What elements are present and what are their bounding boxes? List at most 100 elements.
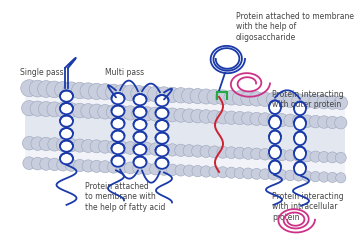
Circle shape (325, 96, 339, 109)
Text: Protein attached
to membrane with
the help of fatty acid: Protein attached to membrane with the he… (85, 182, 165, 212)
Circle shape (65, 138, 78, 152)
Ellipse shape (112, 118, 125, 129)
Text: Multi pass: Multi pass (105, 68, 144, 77)
Circle shape (131, 85, 147, 101)
Circle shape (267, 113, 280, 126)
Ellipse shape (156, 95, 168, 106)
Circle shape (131, 106, 146, 120)
Circle shape (192, 165, 203, 177)
Circle shape (80, 83, 96, 99)
Circle shape (107, 161, 120, 173)
Circle shape (124, 142, 136, 154)
Circle shape (249, 92, 264, 106)
Circle shape (55, 102, 70, 117)
Polygon shape (25, 88, 345, 178)
Circle shape (141, 163, 153, 175)
Circle shape (260, 169, 270, 180)
Circle shape (166, 108, 179, 122)
Ellipse shape (134, 119, 147, 130)
Circle shape (72, 82, 88, 99)
Circle shape (198, 89, 213, 104)
Ellipse shape (269, 101, 281, 114)
Circle shape (283, 93, 297, 108)
Circle shape (309, 115, 322, 128)
Circle shape (276, 149, 288, 161)
Ellipse shape (134, 107, 147, 118)
Circle shape (317, 95, 331, 109)
Text: Protein interacting
with outer protein: Protein interacting with outer protein (272, 90, 344, 109)
Circle shape (209, 166, 220, 178)
Circle shape (183, 109, 196, 123)
Circle shape (149, 107, 163, 121)
Circle shape (158, 143, 170, 156)
Circle shape (114, 105, 129, 120)
Circle shape (183, 144, 195, 157)
Ellipse shape (112, 93, 125, 104)
Circle shape (21, 80, 38, 97)
Circle shape (192, 145, 204, 157)
Circle shape (275, 93, 289, 107)
Circle shape (327, 172, 338, 183)
Circle shape (241, 91, 256, 106)
Ellipse shape (112, 106, 125, 117)
Ellipse shape (60, 90, 73, 102)
Circle shape (268, 169, 279, 180)
Circle shape (175, 165, 186, 176)
Circle shape (232, 91, 247, 105)
Circle shape (90, 140, 103, 153)
Circle shape (208, 110, 221, 124)
Circle shape (276, 170, 287, 180)
Ellipse shape (294, 102, 306, 115)
Ellipse shape (134, 156, 147, 168)
Circle shape (165, 87, 180, 103)
Circle shape (234, 147, 246, 159)
Ellipse shape (60, 128, 73, 139)
Circle shape (201, 166, 212, 177)
Circle shape (318, 151, 329, 162)
Circle shape (234, 168, 245, 179)
Circle shape (310, 171, 321, 182)
Circle shape (242, 112, 255, 125)
Circle shape (258, 92, 272, 107)
Circle shape (82, 139, 95, 152)
Ellipse shape (294, 117, 306, 130)
Circle shape (72, 103, 87, 118)
Circle shape (39, 137, 53, 151)
Circle shape (64, 103, 79, 118)
Circle shape (300, 94, 314, 108)
Circle shape (266, 92, 280, 107)
Circle shape (259, 149, 271, 160)
Polygon shape (25, 108, 345, 158)
Ellipse shape (60, 140, 73, 152)
Circle shape (334, 96, 348, 110)
Circle shape (268, 149, 279, 160)
Circle shape (105, 84, 121, 100)
Ellipse shape (294, 132, 306, 145)
Circle shape (156, 87, 172, 102)
Circle shape (233, 111, 246, 125)
Ellipse shape (112, 131, 125, 142)
Circle shape (326, 116, 338, 129)
Circle shape (181, 88, 197, 103)
Circle shape (38, 81, 54, 97)
Circle shape (132, 142, 145, 155)
Circle shape (175, 144, 187, 156)
Ellipse shape (60, 103, 73, 114)
Ellipse shape (269, 161, 281, 174)
Circle shape (31, 137, 44, 150)
Circle shape (141, 143, 153, 155)
Circle shape (116, 141, 128, 154)
Circle shape (81, 104, 95, 118)
Circle shape (225, 147, 237, 159)
Circle shape (335, 152, 346, 163)
Circle shape (200, 145, 212, 157)
Circle shape (82, 160, 94, 172)
Circle shape (319, 172, 329, 182)
Circle shape (116, 162, 128, 174)
Circle shape (215, 90, 230, 105)
Circle shape (31, 157, 44, 170)
Circle shape (335, 117, 347, 129)
Circle shape (123, 106, 138, 120)
Circle shape (275, 114, 288, 126)
Ellipse shape (294, 162, 306, 175)
